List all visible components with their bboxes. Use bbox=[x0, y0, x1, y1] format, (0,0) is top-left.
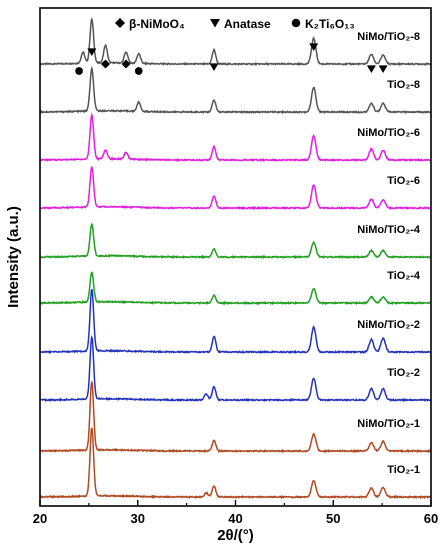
circle-peak-marker bbox=[134, 67, 143, 75]
peak-markers bbox=[75, 43, 388, 75]
series-label: NiMo/TiO₂-4 bbox=[357, 224, 421, 236]
legend-marker bbox=[115, 18, 125, 28]
x-tick-label: 20 bbox=[33, 511, 47, 526]
diamond-peak-marker bbox=[100, 59, 110, 69]
series-line bbox=[39, 112, 432, 163]
series-label: TiO₂-1 bbox=[387, 464, 420, 476]
series-layer: NiMo/TiO₂-8 TiO₂-8 NiMo/TiO₂-6 TiO₂-6 NiMo/T… bbox=[39, 17, 432, 500]
legend: β-NiMoO₄ Anatase K₂Ti₆O₁₃ bbox=[115, 17, 355, 31]
series-line bbox=[39, 222, 432, 260]
series-line bbox=[39, 271, 432, 306]
diamond-peak-marker bbox=[121, 59, 131, 69]
legend-entry-label: β-NiMoO₄ bbox=[129, 17, 185, 31]
y-axis-title: Intensity (a.u.) bbox=[5, 206, 22, 308]
series-label: NiMo/TiO₂-2 bbox=[357, 319, 420, 331]
series-line bbox=[39, 65, 432, 115]
legend-entry-label: Anatase bbox=[224, 17, 271, 31]
series-line bbox=[39, 381, 432, 454]
series-label: NiMo/TiO₂-1 bbox=[357, 418, 420, 430]
series-label: NiMo/TiO₂-6 bbox=[357, 127, 420, 139]
triangle-peak-marker bbox=[87, 48, 97, 57]
triangle-peak-marker bbox=[209, 63, 219, 72]
series-line bbox=[39, 166, 432, 211]
series-line bbox=[39, 288, 432, 355]
series-line bbox=[39, 427, 432, 500]
series-line bbox=[39, 17, 432, 67]
triangle-peak-marker bbox=[378, 65, 388, 74]
triangle-peak-marker bbox=[366, 65, 376, 74]
circle-peak-marker bbox=[75, 67, 83, 75]
series-label: TiO₂-6 bbox=[387, 175, 420, 187]
triangle-peak-marker bbox=[309, 43, 319, 52]
series-line bbox=[39, 334, 432, 403]
legend-marker bbox=[210, 19, 220, 28]
legend-entry-label: K₂Ti₆O₁₃ bbox=[305, 17, 355, 31]
series-label: TiO₂-8 bbox=[387, 79, 420, 91]
series-label: TiO₂-2 bbox=[387, 367, 420, 379]
x-tick-label: 60 bbox=[424, 511, 438, 526]
x-axis: 20 30 40 50 60 bbox=[33, 500, 438, 526]
x-tick-label: 40 bbox=[228, 511, 242, 526]
x-axis-title: 2θ/(°) bbox=[217, 527, 254, 544]
x-tick-label: 30 bbox=[131, 511, 145, 526]
legend-marker bbox=[291, 18, 301, 28]
series-label: NiMo/TiO₂-8 bbox=[357, 31, 420, 43]
x-tick-label: 50 bbox=[326, 511, 340, 526]
series-label: TiO₂-4 bbox=[387, 270, 421, 282]
